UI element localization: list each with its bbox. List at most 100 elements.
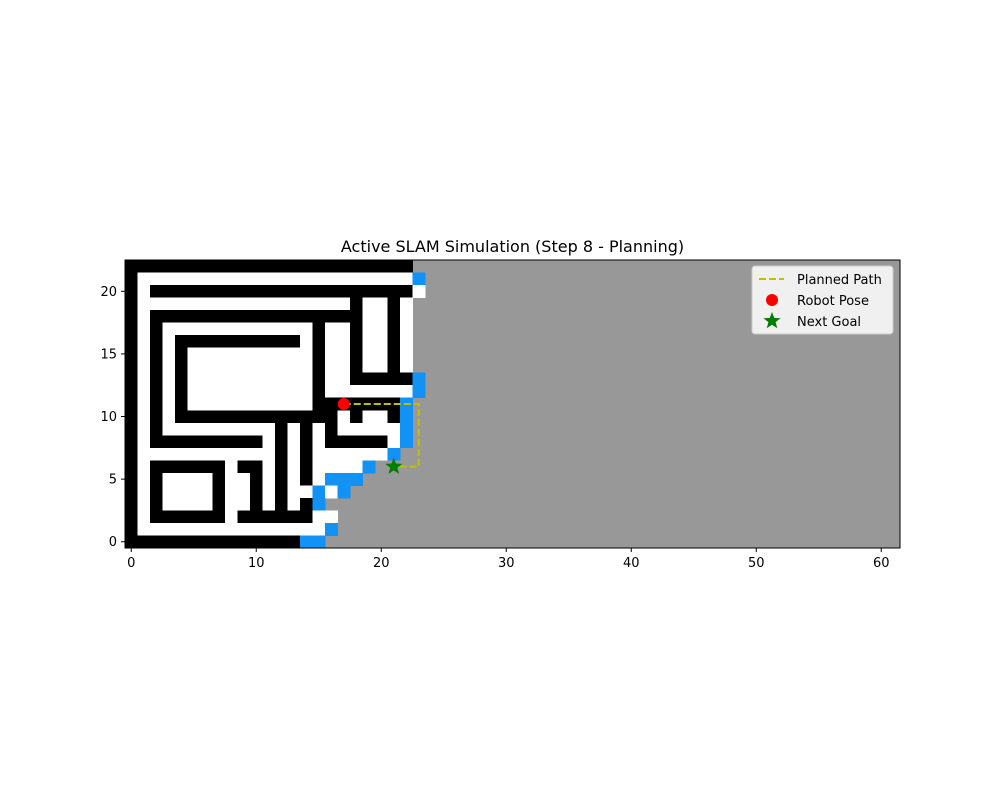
- free-cell: [225, 522, 238, 536]
- free-cell: [162, 272, 176, 286]
- free-cell: [225, 385, 238, 399]
- free-cell: [262, 360, 276, 374]
- chart-title: Active SLAM Simulation (Step 8 - Plannin…: [341, 237, 684, 256]
- free-cell: [162, 372, 176, 386]
- free-cell: [262, 397, 276, 411]
- free-cell: [262, 522, 276, 536]
- free-cell: [337, 347, 351, 361]
- free-cell: [150, 297, 163, 311]
- occupied-cell: [150, 472, 163, 486]
- free-cell: [275, 372, 288, 386]
- occupied-cell: [300, 260, 313, 273]
- free-cell: [400, 297, 413, 311]
- free-cell: [275, 322, 288, 336]
- free-cell: [375, 410, 388, 424]
- free-cell: [337, 410, 351, 424]
- free-cell: [137, 472, 151, 486]
- free-cell: [137, 385, 151, 399]
- free-cell: [187, 372, 201, 386]
- y-tick-label: 5: [109, 473, 117, 488]
- series-layer: [337, 398, 420, 474]
- occupied-cell: [287, 285, 301, 298]
- occupied-cell: [175, 347, 188, 361]
- occupied-cell: [200, 510, 213, 524]
- free-cell: [212, 385, 226, 399]
- free-cell: [250, 422, 263, 436]
- occupied-cell: [387, 285, 401, 298]
- occupied-cell: [137, 260, 151, 273]
- occupied-cell: [250, 310, 263, 324]
- free-cell: [275, 347, 288, 361]
- frontier-cell: [325, 472, 338, 486]
- free-cell: [237, 322, 251, 336]
- occupied-cell: [125, 260, 138, 273]
- occupied-cell: [212, 472, 226, 486]
- free-cell: [287, 372, 301, 386]
- legend-label: Next Goal: [797, 315, 861, 330]
- free-cell: [212, 360, 226, 374]
- occupied-cell: [262, 535, 276, 549]
- free-cell: [262, 297, 276, 311]
- occupied-cell: [350, 347, 363, 361]
- free-cell: [262, 435, 276, 449]
- free-cell: [400, 322, 413, 336]
- occupied-cell: [125, 460, 138, 474]
- free-cell: [275, 272, 288, 286]
- free-cell: [325, 510, 338, 524]
- frontier-cell: [400, 422, 413, 436]
- occupied-cell: [287, 335, 301, 349]
- free-cell: [325, 447, 338, 461]
- free-cell: [312, 422, 326, 436]
- free-cell: [362, 347, 376, 361]
- free-cell: [262, 447, 276, 461]
- next-goal-marker: [385, 457, 403, 474]
- free-cell: [362, 360, 376, 374]
- x-tick-label: 10: [248, 556, 265, 571]
- occupied-cell: [250, 497, 263, 511]
- occupied-cell: [212, 310, 226, 324]
- free-cell: [262, 497, 276, 511]
- occupied-cell: [387, 347, 401, 361]
- free-cell: [325, 385, 338, 399]
- free-cell: [362, 310, 376, 324]
- free-cell: [237, 385, 251, 399]
- free-cell: [325, 360, 338, 374]
- occupied-cell: [300, 447, 313, 461]
- free-cell: [375, 347, 388, 361]
- free-cell: [137, 372, 151, 386]
- occupied-cell: [125, 510, 138, 524]
- occupied-cell: [125, 285, 138, 298]
- free-cell: [350, 385, 363, 399]
- free-cell: [162, 385, 176, 399]
- free-cell: [262, 372, 276, 386]
- free-cell: [300, 347, 313, 361]
- free-cell: [262, 347, 276, 361]
- free-cell: [225, 360, 238, 374]
- frontier-cell: [400, 410, 413, 424]
- free-cell: [137, 285, 151, 298]
- free-cell: [337, 335, 351, 349]
- occupied-cell: [150, 535, 163, 549]
- free-cell: [212, 447, 226, 461]
- occupied-cell: [212, 435, 226, 449]
- occupied-cell: [125, 535, 138, 549]
- free-cell: [237, 360, 251, 374]
- occupied-cell: [350, 285, 363, 298]
- occupied-cell: [350, 260, 363, 273]
- occupied-cell: [212, 335, 226, 349]
- free-cell: [162, 297, 176, 311]
- free-cell: [137, 447, 151, 461]
- free-cell: [250, 385, 263, 399]
- occupied-cell: [150, 385, 163, 399]
- free-cell: [187, 360, 201, 374]
- free-cell: [225, 510, 238, 524]
- free-cell: [137, 297, 151, 311]
- free-cell: [250, 297, 263, 311]
- occupied-cell: [237, 535, 251, 549]
- occupied-cell: [375, 372, 388, 386]
- free-cell: [287, 485, 301, 499]
- occupied-cell: [175, 310, 188, 324]
- occupied-cell: [300, 435, 313, 449]
- occupied-cell: [150, 460, 163, 474]
